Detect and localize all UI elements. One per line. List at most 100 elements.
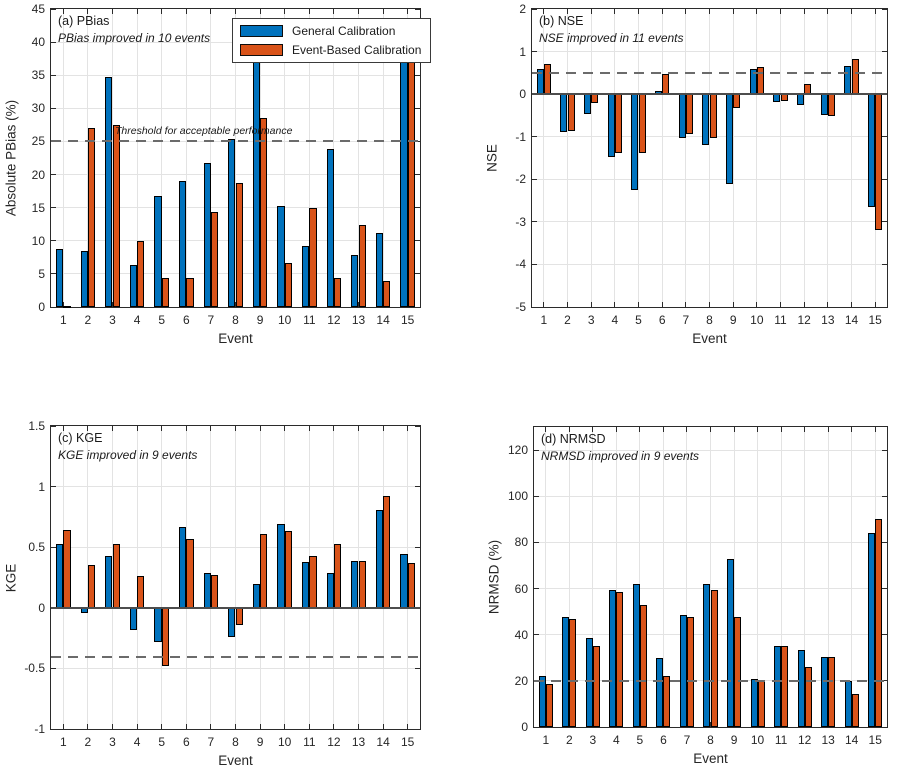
x-tick-mark (62, 302, 64, 307)
x-tick-label: 15 (868, 313, 882, 327)
y-tick-mark (532, 306, 537, 308)
bar-general-event-8 (703, 583, 711, 727)
v-gridline (827, 427, 829, 727)
v-gridline (780, 9, 781, 307)
bar-event-based-event-2 (87, 128, 96, 307)
x-tick-mark (592, 427, 594, 432)
v-gridline (685, 9, 687, 307)
y-tick-label: 120 (507, 443, 528, 458)
y-tick-label: 0 (521, 720, 528, 734)
y-tick-mark (415, 74, 420, 76)
x-tick-mark (112, 9, 113, 14)
x-tick-label: 11 (774, 733, 788, 747)
x-tick-label: 13 (351, 313, 366, 327)
x-axis-title: Event (692, 331, 727, 346)
x-tick-label: 10 (750, 733, 765, 747)
v-gridline (686, 427, 688, 727)
bar-event-based-event-4 (614, 94, 622, 153)
bar-general-event-15 (400, 554, 408, 608)
v-gridline (136, 9, 138, 307)
v-gridline (851, 9, 852, 307)
y-tick-mark (882, 449, 887, 451)
v-gridline (757, 427, 759, 727)
y-tick-label: -4 (515, 257, 526, 272)
x-tick-label: 7 (207, 735, 215, 749)
bar-event-based-event-3 (591, 94, 599, 103)
x-tick-mark (235, 9, 236, 14)
bar-general-event-5 (631, 94, 639, 190)
bar-general-event-8 (228, 138, 236, 307)
y-tick-mark (532, 51, 537, 53)
bar-general-event-4 (129, 264, 138, 307)
bar-event-based-event-14 (383, 496, 391, 608)
x-tick-mark (638, 9, 639, 14)
panel-title-block: (c) KGE KGE improved in 9 events (58, 431, 197, 462)
x-tick-mark (614, 302, 616, 307)
bar-general-event-1 (55, 543, 64, 608)
y-tick-label: -1 (515, 129, 526, 144)
bar-general-event-13 (351, 255, 359, 307)
x-tick-mark (407, 426, 409, 431)
bar-general-event-5 (154, 607, 162, 642)
bar-event-based-event-1 (545, 684, 553, 727)
x-tick-mark (161, 724, 163, 729)
x-axis-title: Event (693, 751, 728, 766)
x-tick-mark (661, 9, 663, 14)
x-tick-mark (685, 302, 687, 307)
bar-general-event-3 (585, 638, 593, 727)
bar-general-event-12 (326, 149, 334, 307)
x-tick-label: 5 (636, 733, 644, 747)
x-tick-mark (382, 724, 384, 729)
x-tick-mark (259, 724, 261, 729)
panel-title: (d) NRMSD (541, 432, 606, 446)
x-tick-label: 7 (207, 313, 215, 327)
y-tick-mark (534, 449, 539, 451)
v-gridline (804, 427, 806, 727)
bar-general-event-6 (178, 181, 187, 307)
y-tick-mark (532, 178, 537, 180)
x-tick-mark (615, 427, 617, 432)
x-tick-label: 10 (750, 313, 764, 327)
bar-event-based-event-10 (757, 680, 765, 727)
bar-event-based-event-5 (161, 277, 170, 307)
x-tick-mark (543, 9, 545, 14)
v-gridline (161, 9, 163, 307)
v-gridline (710, 427, 711, 727)
v-gridline (235, 426, 236, 729)
v-gridline (284, 9, 286, 307)
x-tick-mark (685, 9, 687, 14)
x-tick-mark (161, 9, 163, 14)
x-tick-label: 6 (182, 735, 190, 749)
x-tick-label: 3 (587, 313, 595, 327)
x-tick-label: 1 (542, 733, 550, 747)
bar-event-based-event-13 (358, 560, 366, 608)
x-tick-label: 8 (232, 735, 239, 749)
y-tick-mark (415, 107, 420, 109)
y-axis-title: NSE (484, 144, 500, 172)
y-tick-label: 0 (38, 300, 45, 314)
bar-event-based-event-6 (186, 538, 194, 608)
bar-general-event-12 (797, 94, 805, 105)
x-tick-label: 2 (565, 733, 573, 747)
x-tick-mark (614, 9, 616, 14)
y-tick-label: 2 (519, 2, 526, 16)
y-tick-mark (51, 273, 56, 275)
threshold-dashed-line (532, 71, 887, 74)
bar-general-event-14 (375, 232, 384, 307)
bar-general-event-5 (632, 583, 640, 727)
bar-event-based-event-9 (733, 94, 741, 109)
v-gridline (210, 9, 212, 307)
bar-event-based-event-11 (309, 555, 317, 608)
y-tick-mark (882, 726, 887, 728)
x-tick-label: 6 (658, 313, 666, 327)
y-tick-label: 15 (31, 200, 45, 215)
legend: General Calibration Event-Based Calibrat… (232, 18, 432, 63)
bar-event-based-event-3 (592, 646, 600, 727)
x-tick-mark (308, 724, 310, 729)
panel-title-block: (b) NSE NSE improved in 11 events (539, 14, 684, 45)
y-tick-mark (534, 541, 539, 543)
bar-general-event-10 (277, 205, 285, 307)
bar-event-based-event-13 (828, 656, 836, 727)
v-gridline (732, 9, 734, 307)
v-gridline (545, 427, 547, 727)
